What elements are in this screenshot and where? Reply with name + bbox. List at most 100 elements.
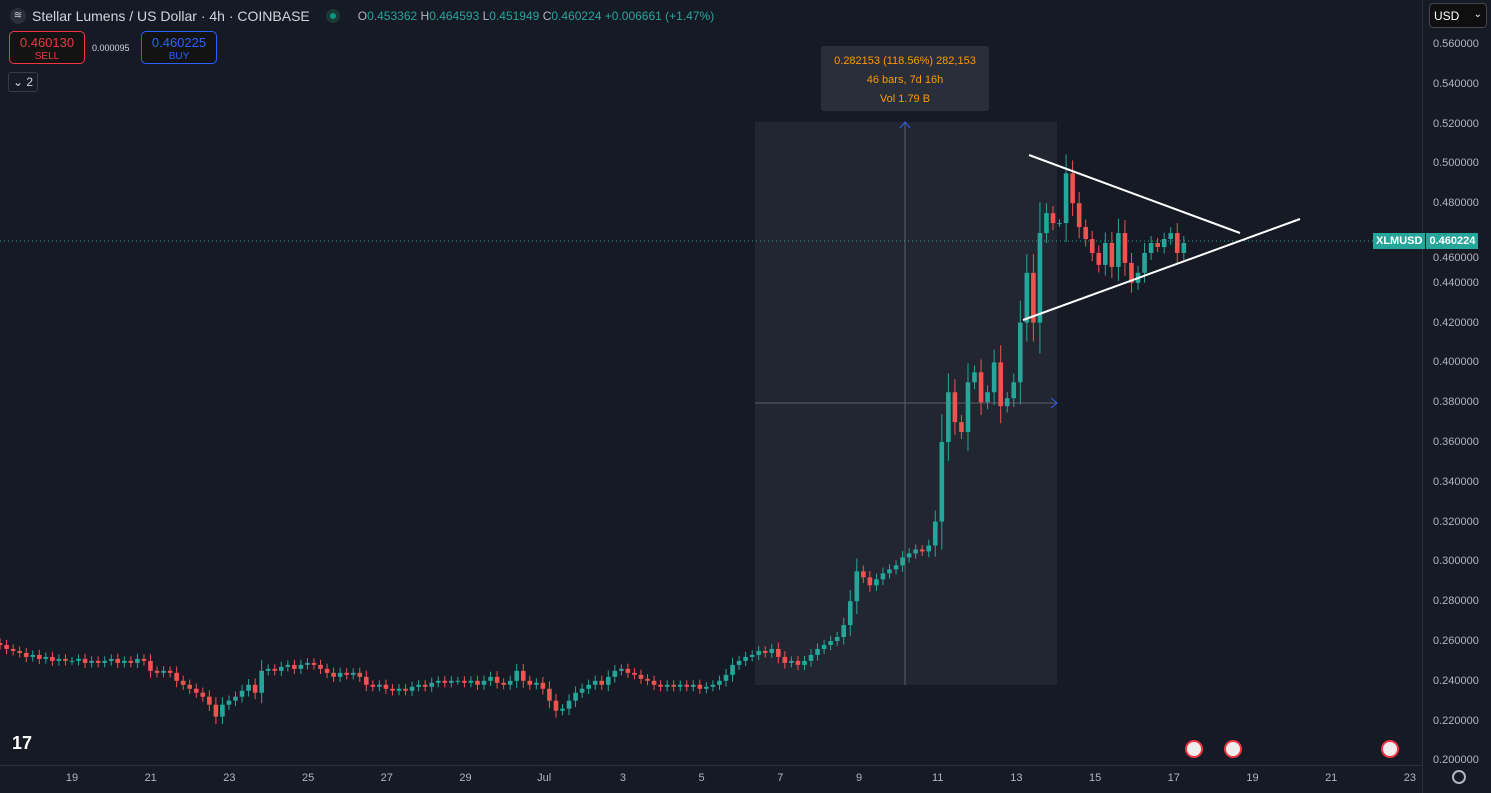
- candle-body[interactable]: [494, 676, 500, 683]
- candle-body[interactable]: [586, 684, 591, 689]
- candle-body[interactable]: [252, 684, 258, 693]
- candle-body[interactable]: [403, 688, 408, 691]
- candle-body[interactable]: [684, 684, 690, 687]
- candle-body[interactable]: [187, 684, 193, 689]
- candle-body[interactable]: [808, 654, 814, 661]
- candle-body[interactable]: [592, 680, 598, 685]
- candle-body[interactable]: [56, 658, 62, 661]
- candle-body[interactable]: [207, 696, 212, 705]
- candle-body[interactable]: [782, 656, 788, 663]
- candle-body[interactable]: [4, 644, 9, 649]
- candle-body[interactable]: [520, 670, 526, 681]
- candle-body[interactable]: [1174, 233, 1180, 253]
- candle-body[interactable]: [605, 676, 611, 685]
- candle-body[interactable]: [30, 654, 36, 657]
- candle-body[interactable]: [1083, 227, 1088, 240]
- candle-body[interactable]: [507, 680, 513, 685]
- candle-body[interactable]: [1109, 243, 1115, 267]
- indicators-toggle-button[interactable]: ⌄ 2: [8, 72, 38, 92]
- candle-body[interactable]: [10, 648, 16, 651]
- candle-body[interactable]: [514, 670, 520, 681]
- candle-body[interactable]: [704, 686, 709, 689]
- candle-body[interactable]: [122, 660, 127, 663]
- candle-body[interactable]: [828, 641, 833, 645]
- candle-body[interactable]: [985, 392, 990, 403]
- candle-body[interactable]: [475, 680, 480, 685]
- candle-body[interactable]: [357, 672, 363, 677]
- candle-body[interactable]: [717, 680, 722, 685]
- candle-body[interactable]: [743, 656, 748, 661]
- candle-body[interactable]: [344, 672, 349, 675]
- candle-body[interactable]: [278, 666, 284, 671]
- candle-body[interactable]: [946, 392, 951, 442]
- candle-body[interactable]: [1031, 272, 1036, 323]
- candle-body[interactable]: [612, 670, 618, 677]
- candle-body[interactable]: [449, 680, 454, 683]
- candle-body[interactable]: [795, 660, 801, 665]
- candle-body[interactable]: [1148, 243, 1154, 253]
- candle-body[interactable]: [645, 678, 650, 681]
- candle-body[interactable]: [350, 672, 356, 675]
- candle-body[interactable]: [193, 688, 199, 693]
- candle-body[interactable]: [1011, 382, 1017, 399]
- candle-body[interactable]: [43, 656, 49, 659]
- candle-body[interactable]: [802, 660, 807, 665]
- candle-body[interactable]: [900, 557, 905, 566]
- candle-body[interactable]: [285, 664, 291, 667]
- candle-body[interactable]: [1129, 262, 1134, 283]
- candle-body[interactable]: [331, 672, 336, 677]
- candle-body[interactable]: [82, 658, 88, 663]
- candle-body[interactable]: [141, 658, 147, 661]
- candle-body[interactable]: [1018, 322, 1023, 383]
- candle-body[interactable]: [233, 696, 238, 701]
- candle-body[interactable]: [978, 372, 984, 403]
- candle-body[interactable]: [756, 650, 761, 655]
- candle-body[interactable]: [998, 362, 1003, 407]
- candle-body[interactable]: [488, 676, 493, 681]
- candle-body[interactable]: [1096, 252, 1102, 265]
- candle-body[interactable]: [625, 668, 631, 673]
- candle-body[interactable]: [383, 684, 389, 689]
- candle-body[interactable]: [23, 652, 29, 657]
- candle-body[interactable]: [272, 668, 278, 671]
- candle-body[interactable]: [919, 549, 925, 552]
- candle-body[interactable]: [154, 670, 160, 673]
- candle-body[interactable]: [710, 684, 716, 687]
- candle-body[interactable]: [108, 658, 114, 661]
- candle-body[interactable]: [180, 680, 186, 685]
- candle-body[interactable]: [50, 656, 55, 661]
- currency-select[interactable]: USD ⌄: [1429, 3, 1487, 28]
- candle-body[interactable]: [736, 660, 742, 665]
- candle-body[interactable]: [200, 692, 206, 697]
- candle-body[interactable]: [226, 700, 232, 705]
- candle-body[interactable]: [305, 662, 310, 665]
- candle-body[interactable]: [723, 674, 729, 681]
- us-event-flag-icon[interactable]: [1224, 740, 1242, 758]
- candle-body[interactable]: [730, 664, 735, 675]
- candle-body[interactable]: [861, 571, 866, 578]
- candle-body[interactable]: [220, 704, 225, 717]
- candle-body[interactable]: [337, 672, 343, 677]
- candle-body[interactable]: [821, 644, 827, 649]
- candle-body[interactable]: [534, 682, 539, 685]
- candle-body[interactable]: [462, 680, 467, 683]
- candle-body[interactable]: [422, 684, 428, 687]
- candle-body[interactable]: [442, 680, 448, 683]
- candle-body[interactable]: [671, 684, 676, 687]
- candle-body[interactable]: [1024, 272, 1030, 323]
- candle-body[interactable]: [364, 676, 369, 685]
- candle-body[interactable]: [553, 700, 559, 711]
- candle-body[interactable]: [952, 392, 958, 423]
- candle-body[interactable]: [1037, 233, 1043, 323]
- candle-body[interactable]: [17, 650, 22, 653]
- candle-body[interactable]: [854, 571, 860, 602]
- candle-body[interactable]: [573, 692, 578, 701]
- candle-body[interactable]: [906, 553, 912, 558]
- candle-body[interactable]: [566, 700, 572, 709]
- candle-body[interactable]: [324, 668, 330, 673]
- candle-body[interactable]: [762, 650, 768, 653]
- candle-body[interactable]: [318, 664, 323, 669]
- candle-body[interactable]: [76, 658, 81, 661]
- candle-body[interactable]: [632, 672, 637, 675]
- candle-body[interactable]: [89, 660, 94, 663]
